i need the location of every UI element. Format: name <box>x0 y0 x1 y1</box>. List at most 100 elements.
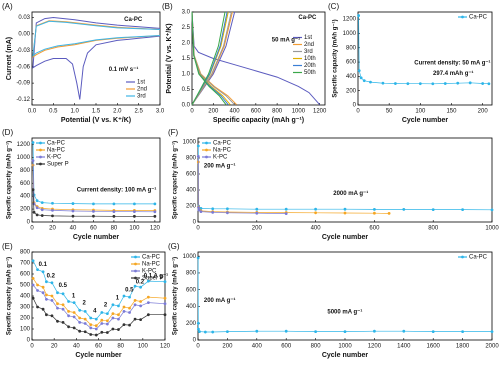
legend-marker <box>39 162 42 166</box>
data-point <box>128 323 131 327</box>
x-tick-label: 20 <box>51 344 58 350</box>
x-tick-label: 40 <box>73 344 80 350</box>
data-point <box>31 159 35 163</box>
data-point <box>431 82 435 86</box>
y-tick-label: 0.03 <box>18 15 30 21</box>
x-tick-label: 0 <box>196 226 200 232</box>
y-axis-title: Specific capacity (mAh g⁻¹) <box>6 257 13 335</box>
data-point <box>105 331 109 334</box>
y-tick-label: 100 <box>20 327 31 333</box>
y-tick-label: 200 <box>20 207 31 213</box>
data-point <box>122 294 126 298</box>
data-point <box>146 295 150 299</box>
y-tick-label: 0.0 <box>182 103 191 109</box>
y-tick-label: 600 <box>20 181 31 187</box>
y-axis-title: Specific capacity (mAh g⁻¹) <box>172 257 179 335</box>
data-point <box>111 327 115 331</box>
data-point <box>36 283 39 287</box>
legend-marker <box>205 148 208 152</box>
data-point <box>226 207 229 211</box>
plot-frame <box>357 11 493 106</box>
data-point <box>45 280 48 284</box>
panel: (F) 0 200 400 600 800 1000 0 200 400 600 800 1000 Cyc… <box>168 128 499 241</box>
x-tick-label: 120 <box>150 226 161 232</box>
data-point <box>41 285 45 289</box>
data-point <box>443 82 447 85</box>
data-point <box>139 285 143 289</box>
legend-label: Ca-PC <box>213 141 232 147</box>
data-point <box>359 76 363 80</box>
data-point <box>83 317 87 321</box>
data-point <box>196 321 200 325</box>
y-tick-label: 800 <box>20 168 31 174</box>
data-point <box>35 213 39 217</box>
data-point <box>71 214 75 218</box>
legend-label: 2nd <box>304 42 314 48</box>
y-tick-label: 500 <box>20 283 31 289</box>
y-tick-label: -0.09 <box>16 81 30 87</box>
y-tick-label: 400 <box>186 188 197 194</box>
annotation: 2000 mA g⁻¹ <box>333 190 368 197</box>
data-point <box>45 297 48 301</box>
annotation: 1 <box>116 295 120 301</box>
legend-marker <box>461 255 464 259</box>
data-point <box>468 81 472 85</box>
data-point <box>32 202 36 206</box>
x-tick-label: 150 <box>446 109 457 115</box>
x-tick-label: 2.5 <box>134 109 143 115</box>
data-point <box>50 281 54 285</box>
data-point <box>461 208 464 212</box>
data-point <box>51 208 54 212</box>
legend-label: 10th <box>304 56 316 62</box>
x-tick-label: 1000 <box>292 109 306 115</box>
annotation: 0.1 mV s⁻¹ <box>109 66 139 73</box>
data-point <box>83 310 87 313</box>
data-point <box>153 202 157 206</box>
y-tick-label: 700 <box>20 261 31 267</box>
connector <box>32 284 166 330</box>
data-point <box>112 202 116 206</box>
data-point <box>36 305 39 309</box>
x-tick-label: 200 <box>222 344 233 350</box>
data-point <box>72 301 76 304</box>
data-point <box>41 307 45 311</box>
data-point <box>41 270 45 274</box>
panel: (D)0 20 40 60 80 100 120020040060080010001200C… <box>2 128 161 241</box>
panel: (B) 0 200 400 600 800 1000 1200 0.0 0.5 1.0 1.5 2.0 2… <box>162 2 327 124</box>
connector <box>32 189 155 217</box>
x-axis-title: Potential (V vs. K⁺/K) <box>61 117 131 124</box>
annotation: 4 <box>93 309 97 315</box>
y-tick-label: 400 <box>346 74 357 80</box>
legend-label: Na-PC <box>47 148 66 154</box>
x-tick-label: 1.5 <box>92 109 101 115</box>
legend-marker <box>39 155 42 159</box>
data-point <box>31 188 35 192</box>
data-point <box>146 313 150 317</box>
data-point <box>146 279 150 283</box>
panel-label: (C) <box>328 2 339 11</box>
x-tick-label: 600 <box>251 109 262 115</box>
data-point <box>357 14 361 17</box>
annotation: 5000 mA g⁻¹ <box>327 308 362 315</box>
x-tick-label: 1000 <box>485 226 499 232</box>
data-point <box>89 326 93 330</box>
panel-label: (A) <box>2 2 13 11</box>
annotation: 0.2 <box>47 273 56 279</box>
annotation: 2 <box>104 302 108 308</box>
y-tick-label: 600 <box>20 272 31 278</box>
data-point <box>284 212 288 216</box>
y-tick-label: 1000 <box>343 31 357 37</box>
data-point <box>133 317 137 321</box>
data-point <box>56 302 59 306</box>
plot-frame <box>197 137 493 223</box>
data-point <box>461 330 464 334</box>
legend-label: Ca-PC <box>142 255 161 261</box>
y-tick-label: -0.03 <box>16 48 30 54</box>
y-tick-label: 2.0 <box>182 41 191 47</box>
panel-label: (E) <box>2 242 13 251</box>
data-point <box>45 293 48 297</box>
data-point <box>163 280 167 284</box>
legend-label: Ca-PC <box>469 255 488 261</box>
legend-label: 1st <box>304 35 312 41</box>
legend-marker <box>205 155 208 159</box>
